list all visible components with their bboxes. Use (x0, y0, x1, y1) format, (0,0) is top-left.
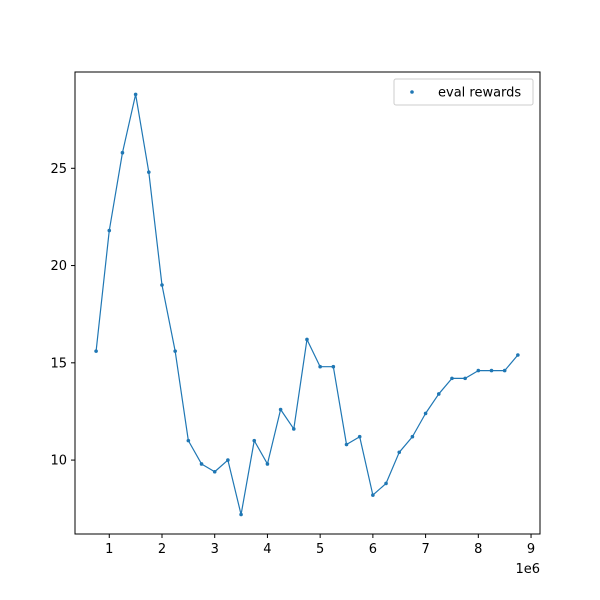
x-offset-label: 1e6 (515, 562, 540, 577)
data-point (410, 434, 415, 439)
x-tick-label: 3 (211, 542, 219, 557)
data-point (344, 442, 349, 447)
data-point (502, 368, 507, 373)
axes-frame (74, 71, 541, 535)
data-point (120, 150, 125, 155)
data-point (265, 462, 270, 466)
data-point (147, 170, 151, 174)
data-point (160, 283, 164, 287)
x-tick-label: 5 (316, 542, 324, 557)
data-point (252, 438, 257, 443)
data-point (305, 337, 309, 342)
data-point (397, 450, 402, 455)
data-point (133, 92, 138, 97)
y-tick-label: 15 (50, 356, 67, 371)
data-point (384, 481, 388, 486)
data-point (226, 458, 230, 462)
data-point (186, 438, 191, 443)
data-point (423, 411, 428, 416)
data-point (331, 364, 336, 369)
data-point (489, 368, 494, 373)
data-point (278, 407, 283, 412)
legend-marker (410, 90, 414, 94)
data-point (463, 376, 467, 381)
x-tick-label: 6 (369, 542, 377, 557)
data-point (357, 434, 362, 439)
data-point (199, 462, 204, 466)
data-point (291, 427, 296, 431)
x-tick-label: 4 (263, 542, 271, 557)
data-point (516, 353, 520, 357)
legend-box (393, 78, 534, 106)
data-point (212, 469, 217, 474)
data-point (450, 376, 454, 381)
data-point (107, 228, 112, 233)
data-point (173, 349, 177, 353)
legend: eval rewards (393, 78, 534, 106)
x-tick-label: 8 (474, 542, 482, 557)
data-point (436, 392, 441, 396)
y-tick-label: 25 (50, 162, 67, 177)
x-axis: 1 2 3 4 5 6 7 8 9 (105, 534, 535, 557)
y-axis: 10 15 20 25 (50, 162, 75, 469)
y-tick-label: 20 (50, 259, 67, 274)
data-point (476, 368, 481, 373)
x-tick-label: 2 (158, 542, 166, 557)
x-tick-label: 7 (421, 542, 429, 557)
data-point (371, 493, 375, 497)
data-point (94, 349, 98, 353)
x-tick-label: 1 (105, 542, 113, 557)
legend-label: eval rewards (438, 86, 521, 101)
plot-area (94, 92, 520, 517)
y-tick-label: 10 (50, 454, 67, 469)
data-point (239, 512, 243, 517)
data-point (318, 364, 322, 369)
x-tick-label: 9 (527, 542, 535, 557)
